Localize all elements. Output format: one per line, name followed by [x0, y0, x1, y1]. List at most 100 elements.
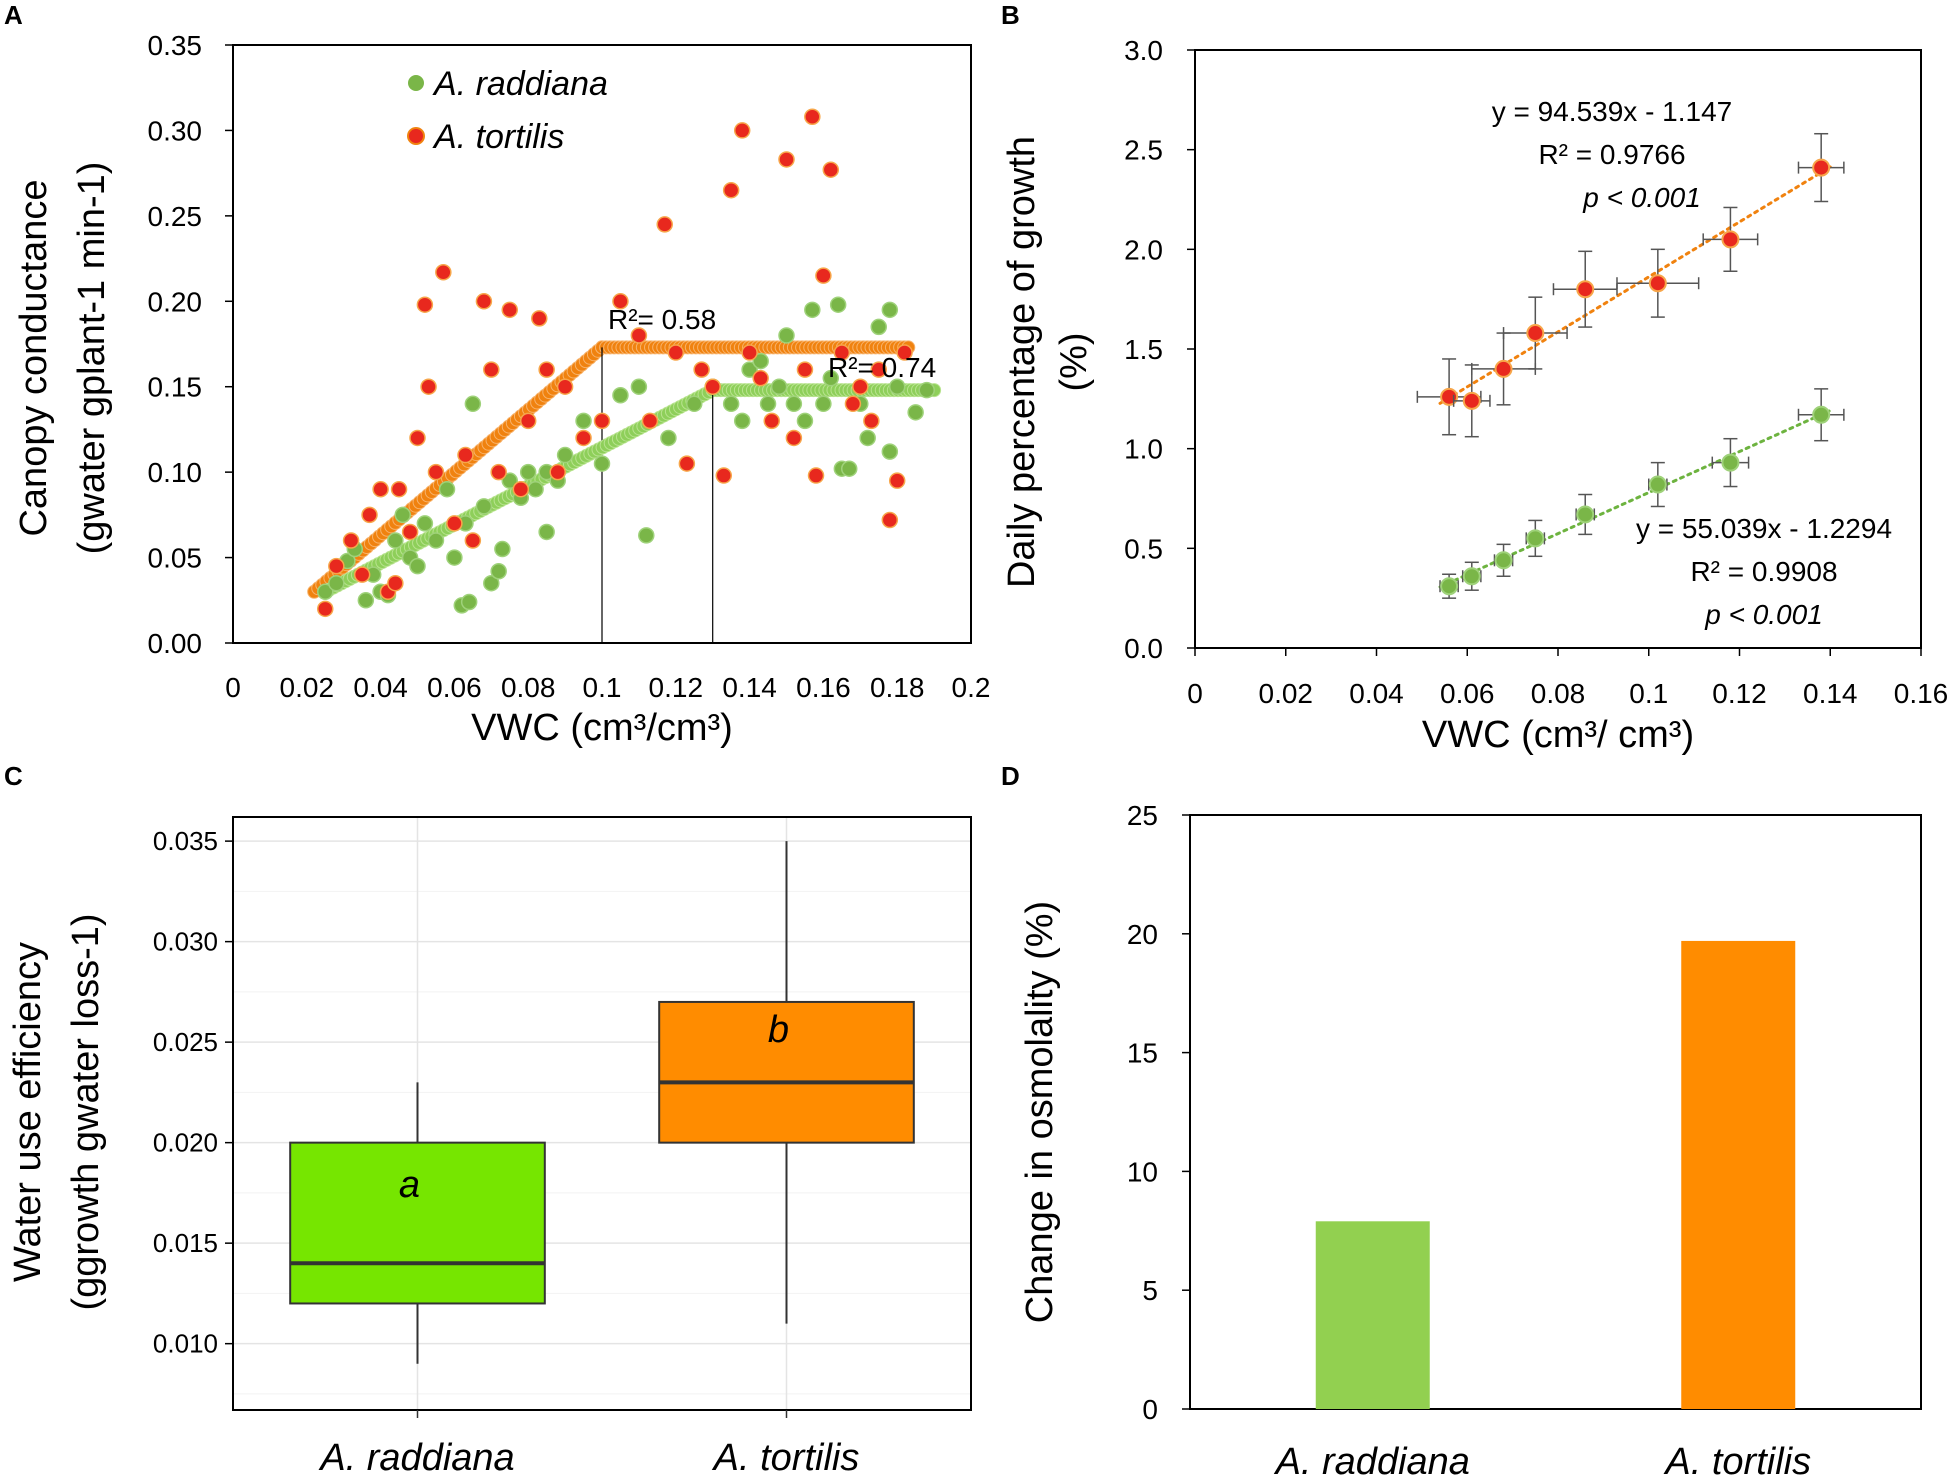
- y-axis-title-c: Water use efficiency: [7, 942, 49, 1282]
- legend-label-raddiana: A. raddiana: [432, 65, 608, 103]
- point-raddiana: [770, 378, 788, 395]
- y-tick-label-b: 0.0: [1124, 633, 1163, 664]
- box-raddiana: a: [289, 1082, 546, 1364]
- y-tick-label-a: 0.20: [148, 286, 203, 317]
- panel-label-b: B: [1001, 0, 1020, 30]
- point-raddiana: [907, 404, 924, 421]
- p-value-tortilis: p < 0.001: [1582, 182, 1701, 213]
- y-axis-title-b: Daily percentage of growth: [1001, 136, 1043, 588]
- point-tortilis: [342, 532, 360, 549]
- x-tick-label-a: 0.04: [353, 672, 408, 703]
- point-tortilis: [549, 463, 566, 481]
- x-tick-label-a: 0.16: [796, 672, 851, 703]
- point-tortilis: [641, 412, 659, 430]
- point-raddiana: [638, 527, 655, 544]
- x-tick-label-b: 0: [1187, 678, 1203, 709]
- errorbar-group: [1471, 332, 1537, 406]
- y-tick-label-a: 0.10: [148, 457, 203, 488]
- point-tortilis: [630, 327, 648, 344]
- point-raddiana: [460, 593, 478, 611]
- point-raddiana: [778, 327, 795, 344]
- box-iqr: [289, 1141, 546, 1305]
- point-tortilis: [807, 467, 825, 484]
- y-tick-label-c: 0.030: [153, 927, 218, 957]
- x-tick-label-a: 0.1: [583, 672, 622, 703]
- errorbar-group: [1525, 519, 1546, 558]
- x-tick-label-b: 0.02: [1259, 678, 1314, 709]
- errorbar-group: [1575, 493, 1596, 536]
- y-tick-label-c: 0.020: [153, 1128, 218, 1158]
- point-tortilis: [490, 463, 507, 481]
- legend-label-tortilis: A. tortilis: [432, 118, 564, 156]
- point-raddiana: [630, 378, 648, 395]
- x-tick-label-a: 0.14: [722, 672, 777, 703]
- panel-label-c: C: [4, 761, 23, 791]
- point-raddiana: [686, 395, 703, 413]
- point-raddiana: [527, 480, 544, 498]
- point-raddiana: [752, 352, 769, 370]
- x-category-label-d: A. raddiana: [1274, 1441, 1470, 1477]
- point-raddiana: [1648, 475, 1667, 494]
- x-tick-label-b: 0.04: [1349, 678, 1404, 709]
- point-tortilis: [715, 467, 733, 484]
- panel-a: A 0.00 0.05 0.10 0.15 0.20 0.25 0.30 0.35 0 0.02…: [4, 0, 990, 749]
- equation-raddiana: y = 55.039x - 1.2294: [1636, 513, 1892, 544]
- point-tortilis: [475, 293, 493, 310]
- errorbar-group: [1711, 437, 1750, 488]
- point-raddiana: [494, 540, 511, 558]
- point-tortilis: [796, 361, 814, 378]
- point-tortilis: [844, 395, 862, 413]
- x-tick-label-b: 0.16: [1894, 678, 1949, 709]
- point-tortilis: [519, 412, 537, 430]
- errorbar-group: [1502, 296, 1568, 370]
- plot-frame-c: [232, 816, 972, 1411]
- point-raddiana: [881, 301, 899, 319]
- point-raddiana: [660, 429, 677, 447]
- errorbar-group: [1797, 388, 1845, 442]
- point-tortilis: [575, 429, 592, 447]
- point-tortilis: [752, 369, 769, 387]
- point-raddiana: [438, 480, 456, 498]
- point-tortilis: [833, 344, 851, 361]
- y-axis-units-c: (ggrowth gwater loss-1): [65, 913, 107, 1310]
- y-tick-label-a: 0.30: [148, 115, 203, 146]
- point-raddiana: [829, 296, 847, 313]
- errorbar-group: [1797, 132, 1845, 203]
- point-tortilis: [656, 216, 673, 233]
- x-tick-label-a: 0: [225, 672, 241, 703]
- point-raddiana: [840, 460, 858, 477]
- x-tick-label-a: 0.02: [280, 672, 335, 703]
- equation-tortilis: y = 94.539x - 1.147: [1492, 96, 1733, 127]
- point-raddiana: [416, 515, 434, 532]
- point-tortilis: [852, 378, 869, 395]
- r2-tortilis: R² = 0.9766: [1538, 139, 1685, 170]
- errorbar-group: [1461, 561, 1482, 591]
- point-tortilis: [457, 446, 474, 464]
- point-tortilis: [785, 429, 803, 447]
- errorbar-group: [1452, 364, 1491, 438]
- point-raddiana: [483, 574, 500, 592]
- y-tick-label-b: 1.0: [1124, 434, 1163, 465]
- point-raddiana: [464, 395, 482, 413]
- point-raddiana: [409, 557, 426, 575]
- point-tortilis: [446, 515, 463, 532]
- y-tick-label-b: 0.5: [1124, 533, 1163, 564]
- point-raddiana: [538, 523, 555, 541]
- point-raddiana: [1812, 405, 1831, 424]
- x-tick-label-a: 0.2: [952, 672, 991, 703]
- x-tick-label-a: 0.12: [649, 672, 704, 703]
- point-tortilis: [361, 506, 378, 524]
- y-tick-label-a: 0.15: [148, 372, 203, 403]
- y-tick-label-a: 0.25: [148, 201, 203, 232]
- legend-marker-raddiana: [408, 75, 424, 91]
- errorbar-group: [1616, 248, 1700, 318]
- panel-c: C a b 0.010 0.015 0.020 0.025 0.030 0.035 A. r…: [4, 761, 972, 1477]
- point-tortilis: [390, 480, 408, 498]
- legend-marker-tortilis: [407, 127, 425, 145]
- point-tortilis: [722, 181, 740, 199]
- point-tortilis: [1812, 158, 1831, 177]
- point-raddiana: [1440, 577, 1459, 596]
- point-raddiana: [317, 583, 334, 600]
- x-tick-label-b: 0.06: [1440, 678, 1495, 709]
- point-tortilis: [1494, 359, 1513, 378]
